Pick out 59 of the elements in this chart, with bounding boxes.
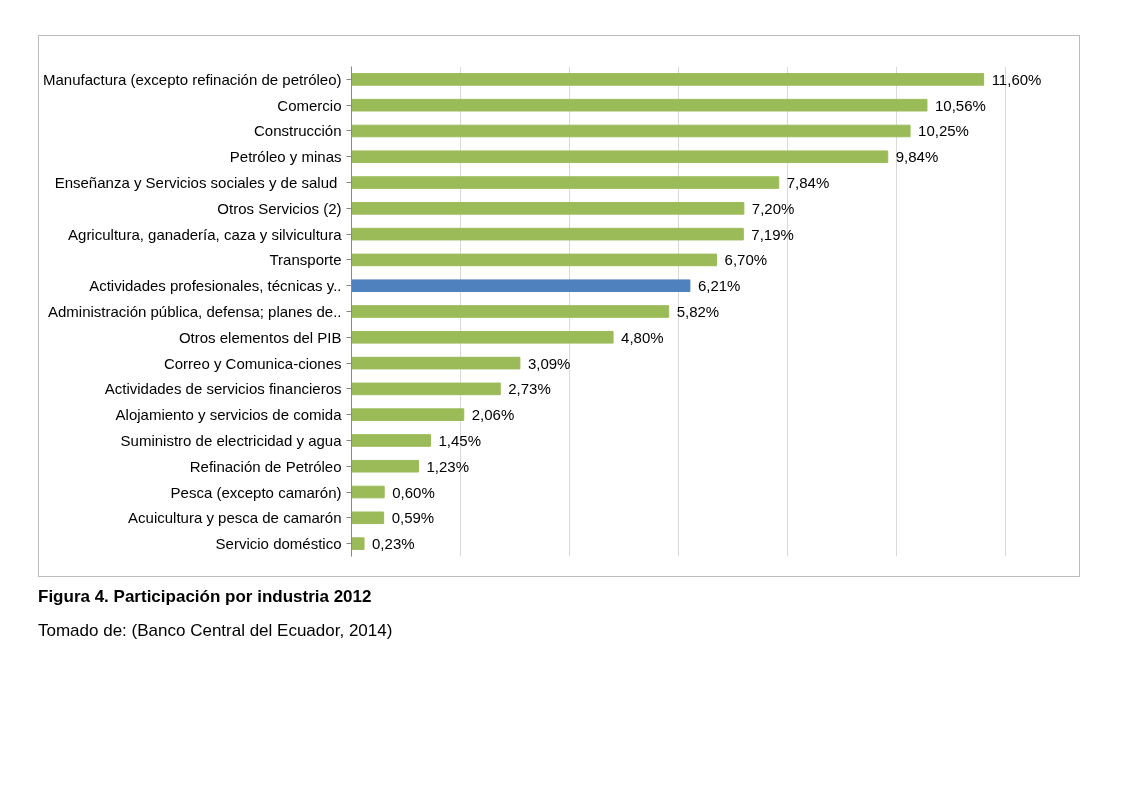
bar [351, 408, 465, 421]
y-tick-label: Enseñanza y Servicios sociales y de salud [54, 174, 338, 192]
data-label: 0,60% [392, 483, 435, 501]
bar [351, 227, 744, 241]
text: Tomado de: (Banco Central del Ecuador, 2014) [38, 620, 393, 643]
bar [351, 202, 745, 215]
data-label: 6,21% [697, 277, 741, 295]
bar [351, 73, 985, 86]
bar [351, 511, 385, 525]
y-tick-label: Alojamiento y servicios de comida [115, 406, 343, 424]
data-label: 9,84% [895, 148, 939, 166]
data-label: 0,59% [391, 509, 435, 527]
data-label: 7,20% [751, 199, 795, 217]
y-tick-label: Actividades de servicios financieros [104, 380, 342, 398]
y-tick-label: Manufactura (excepto refinación de petróleo) [42, 70, 342, 88]
data-label: 11,60% [991, 70, 1042, 88]
data-label: 1,45% [438, 431, 482, 449]
y-tick-label: Suministro de electricidad y agua [120, 431, 343, 449]
y-tick-label: Correo y Comunica-ciones [163, 354, 342, 372]
bar [351, 434, 432, 447]
data-label: 7,84% [786, 174, 830, 192]
data-label: 2,73% [508, 380, 551, 398]
y-tick-label: Pesca (excepto camarón) [170, 483, 342, 501]
text: Figura 4. Participación por industria 2012 [38, 586, 372, 608]
data-label: 0,23% [372, 535, 415, 553]
y-tick-label: Administración pública, defensa; planes de.. [47, 303, 342, 320]
y-tick-label: Refinación de Petróleo [189, 457, 342, 475]
data-label: 6,70% [724, 251, 768, 269]
bar [351, 537, 365, 550]
data-label: 3,09% [527, 354, 571, 372]
data-label: 1,23% [426, 457, 470, 475]
data-label: 5,82% [676, 303, 720, 320]
bar [351, 356, 521, 370]
bar [351, 98, 928, 112]
bar [351, 124, 911, 138]
y-tick-label: Construcción [253, 122, 342, 140]
bar [351, 176, 780, 189]
bar [351, 330, 614, 344]
bar [351, 459, 420, 473]
y-tick-label: Servicio doméstico [215, 535, 342, 553]
data-label: 10,56% [934, 96, 986, 114]
data-label: 10,25% [918, 122, 969, 140]
bar [351, 279, 691, 293]
bar [351, 253, 718, 267]
y-tick-label: Otros Servicios (2) [217, 199, 342, 217]
y-tick-label: Petróleo y minas [229, 148, 342, 166]
y-tick-label: Acuicultura y pesca de camarón [128, 509, 342, 527]
y-tick-label: Agricultura, ganadería, caza y silvicultura [68, 225, 343, 243]
bar [351, 150, 889, 164]
y-tick-label: Comercio [277, 96, 342, 114]
y-tick-label: Otros elementos del PIB [178, 328, 342, 346]
y-tick-label: Transporte [269, 251, 342, 269]
data-label: 2,06% [471, 406, 515, 424]
bar [351, 485, 385, 499]
data-label: 7,19% [751, 225, 794, 243]
y-tick-label: Actividades profesionales, técnicas y.. [89, 277, 342, 295]
bar [351, 382, 501, 396]
data-label: 4,80% [621, 328, 664, 346]
bar [351, 305, 670, 318]
